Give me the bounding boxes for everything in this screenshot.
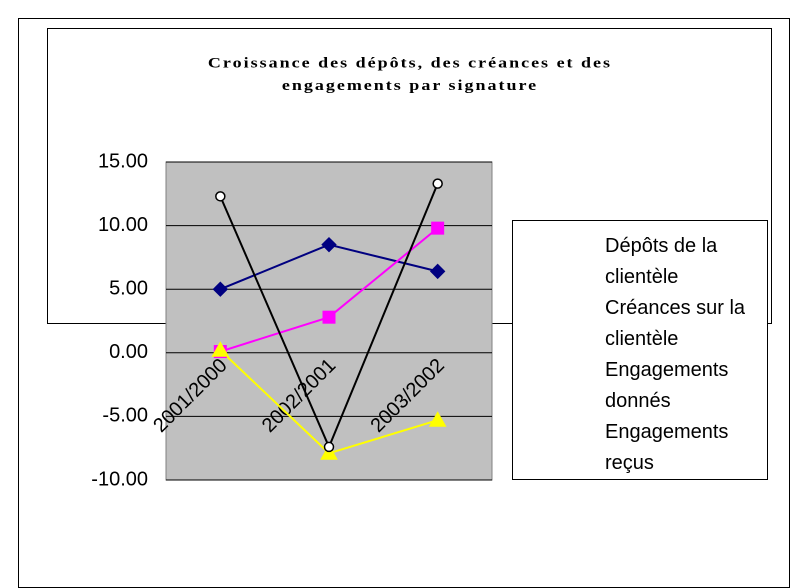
y-tick-label: 5.00 [109,277,148,299]
chart-title: Croissance des dépôts, des créances et d… [207,54,613,94]
marker [428,411,447,427]
y-tick-label: 15.00 [98,150,148,172]
y-tick-label: -10.00 [91,468,148,490]
marker [323,441,335,453]
marker [431,221,445,235]
y-tick-label: 10.00 [98,214,148,236]
legend-label: Dépôts de la clientèle [605,235,718,288]
marker [432,178,443,189]
marker [215,191,226,202]
marker [211,341,230,357]
marker [212,281,229,297]
y-tick-label: -5.00 [102,405,148,427]
legend-label: Engagements reçus [605,421,729,474]
marker [320,444,338,460]
legend: Dépôts de la clientèle Créances sur la cl… [512,220,768,480]
marker [429,263,446,280]
marker [322,310,336,324]
marker [321,236,337,253]
legend-label: Créances sur la clientèle [605,297,746,350]
legend-label: Engagements donnés [605,359,729,412]
y-tick-label: 0.00 [109,341,148,363]
page: -10.00 -5.00 0.00 5.00 10.00 15.00 2001/2000 20… [18,18,790,588]
